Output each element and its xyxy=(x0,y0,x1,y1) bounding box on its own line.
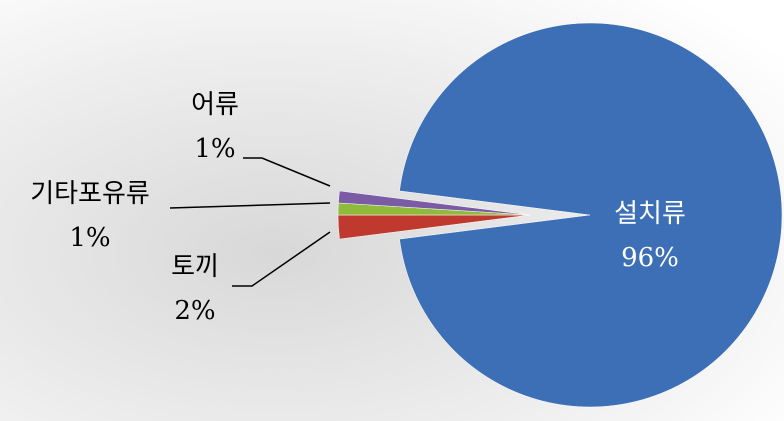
slice-label: 설치류 xyxy=(614,199,686,229)
slice-value-label: 1% xyxy=(69,223,110,253)
slice-value-label: 96% xyxy=(621,243,679,273)
slice-label: 토끼 xyxy=(171,252,219,282)
leader-line xyxy=(169,202,331,209)
leader-line xyxy=(232,231,331,287)
leader-line xyxy=(243,157,331,187)
slice-label: 어류 xyxy=(191,90,239,120)
pie-slice xyxy=(399,22,783,408)
slice-value-label: 1% xyxy=(194,134,235,164)
pie-slice xyxy=(338,190,531,216)
slice-value-label: 2% xyxy=(174,296,215,326)
slice-label: 기타포유류 xyxy=(30,179,150,209)
